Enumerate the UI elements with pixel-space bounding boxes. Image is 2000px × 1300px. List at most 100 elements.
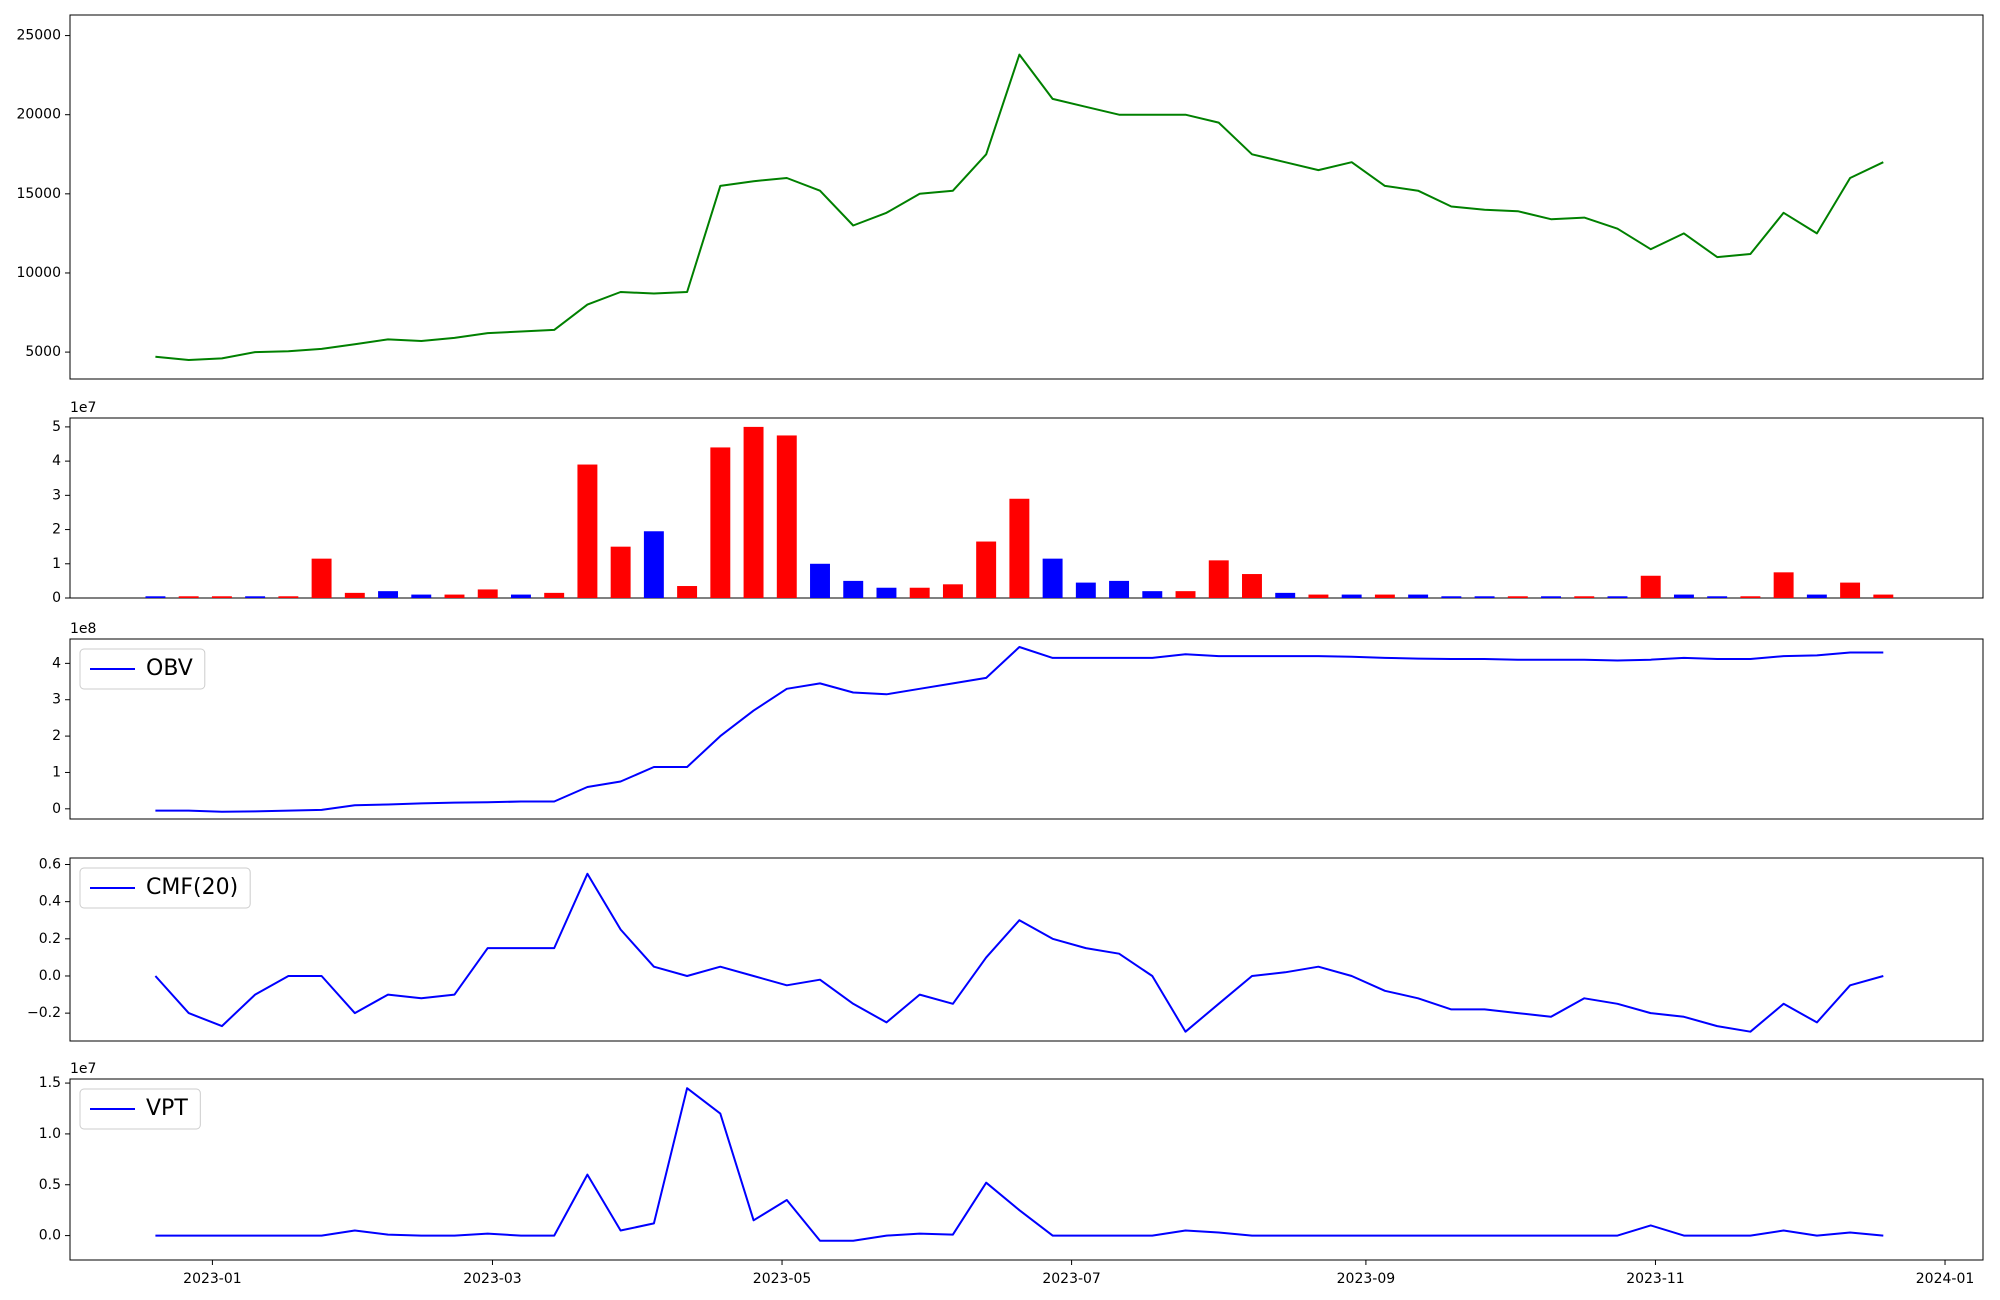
bar xyxy=(743,426,764,598)
plot-frame xyxy=(69,638,1984,820)
bar xyxy=(477,589,498,598)
y-tick-label: 1.0 xyxy=(39,1126,61,1142)
bar xyxy=(976,541,997,598)
y-tick-label: −0.2 xyxy=(27,1005,61,1021)
panel: 0 1 2 3 4 1e8 OBV xyxy=(52,621,1984,820)
offset-text: 1e7 xyxy=(70,400,96,416)
x-tick-label: 2023-09 xyxy=(1337,1271,1396,1287)
bar xyxy=(610,546,631,598)
data-line xyxy=(154,872,1884,1033)
y-tick-label: 10000 xyxy=(16,265,61,281)
bar xyxy=(178,596,199,598)
bar xyxy=(278,596,299,598)
bar xyxy=(810,563,830,598)
y-tick-label: 5000 xyxy=(25,344,61,360)
bar xyxy=(1441,596,1462,598)
legend-box xyxy=(79,648,206,690)
bar xyxy=(843,580,864,598)
y-tick-label: 0.0 xyxy=(39,968,61,984)
bar xyxy=(1773,572,1794,598)
y-tick-label: 2 xyxy=(52,522,61,538)
y-tick-label: 3 xyxy=(52,692,61,708)
x-tick-label: 2023-11 xyxy=(1626,1271,1685,1287)
bar xyxy=(344,592,365,598)
x-tick-label: 2023-01 xyxy=(183,1271,242,1287)
x-tick-label: 2023-03 xyxy=(463,1271,522,1287)
data-line xyxy=(155,1087,1884,1242)
bar xyxy=(1009,498,1030,598)
bar xyxy=(1042,558,1063,598)
bar xyxy=(942,584,963,598)
bar xyxy=(145,596,166,598)
legend-label: CMF(20) xyxy=(146,875,238,900)
y-tick-label: 4 xyxy=(52,453,61,469)
bar xyxy=(378,591,399,598)
legend-box xyxy=(79,1088,201,1130)
plot-frame xyxy=(69,1078,1984,1261)
bar xyxy=(211,596,232,598)
panel: 5000 10000 15000 20000 25000 xyxy=(16,14,1984,380)
bar xyxy=(510,594,531,598)
panel: −0.2 0.0 0.2 0.4 0.6 CMF(20) xyxy=(27,857,1984,1042)
bar xyxy=(1474,596,1495,598)
y-tick-label: 2 xyxy=(52,728,61,744)
bar xyxy=(245,596,266,598)
bar xyxy=(1806,594,1827,598)
bar xyxy=(876,587,897,598)
bar xyxy=(1574,596,1595,598)
panel: 0.0 0.5 1.0 1.5 1e7 2023-01 2023-03 2023-05 2023… xyxy=(39,1061,1984,1287)
bar xyxy=(1175,591,1196,598)
bar xyxy=(1075,582,1096,598)
y-tick-label: 0.5 xyxy=(39,1177,61,1193)
bar xyxy=(643,531,664,598)
bar xyxy=(1142,591,1163,598)
bar xyxy=(1341,594,1362,598)
bar xyxy=(1740,596,1761,598)
bar xyxy=(677,586,698,598)
y-tick-label: 5 xyxy=(52,419,61,435)
bar xyxy=(544,592,565,598)
bar xyxy=(776,435,797,598)
y-tick-label: 1.5 xyxy=(39,1075,61,1091)
bar xyxy=(1374,594,1395,598)
x-tick-label: 2023-05 xyxy=(753,1271,812,1287)
y-tick-label: 1 xyxy=(52,556,61,572)
y-tick-label: 0.4 xyxy=(39,894,61,910)
bar xyxy=(710,447,731,598)
bar xyxy=(1242,574,1262,598)
bar xyxy=(1408,594,1429,598)
bar xyxy=(577,464,598,598)
plot-frame xyxy=(69,857,1984,1042)
bar xyxy=(311,558,332,598)
legend-label: OBV xyxy=(146,656,193,681)
bar xyxy=(1873,594,1894,598)
y-tick-label: 4 xyxy=(52,655,61,671)
bar xyxy=(1507,596,1528,598)
y-tick-label: 3 xyxy=(52,487,61,503)
legend-box xyxy=(79,867,251,909)
y-tick-label: 20000 xyxy=(16,107,61,123)
y-tick-label: 0.0 xyxy=(39,1228,61,1244)
legend-label: VPT xyxy=(146,1096,188,1121)
bar xyxy=(1840,582,1861,598)
offset-text: 1e8 xyxy=(70,621,96,637)
y-tick-label: 0 xyxy=(52,801,61,817)
y-tick-label: 1 xyxy=(52,764,61,780)
bar xyxy=(1208,560,1229,598)
x-tick-label: 2023-07 xyxy=(1042,1271,1101,1287)
plot-frame xyxy=(69,14,1984,380)
bar xyxy=(1541,596,1562,598)
bar xyxy=(1607,596,1628,598)
bar xyxy=(1707,596,1728,598)
bar xyxy=(909,587,930,598)
x-tick-label: 2024-01 xyxy=(1916,1271,1975,1287)
y-tick-label: 25000 xyxy=(16,28,61,44)
bar xyxy=(1673,594,1694,598)
y-tick-label: 0.2 xyxy=(39,931,61,947)
bar xyxy=(444,594,465,598)
y-tick-label: 0.6 xyxy=(39,857,61,873)
bar xyxy=(1275,592,1296,598)
offset-text: 1e7 xyxy=(70,1061,96,1077)
y-tick-label: 15000 xyxy=(16,186,61,202)
